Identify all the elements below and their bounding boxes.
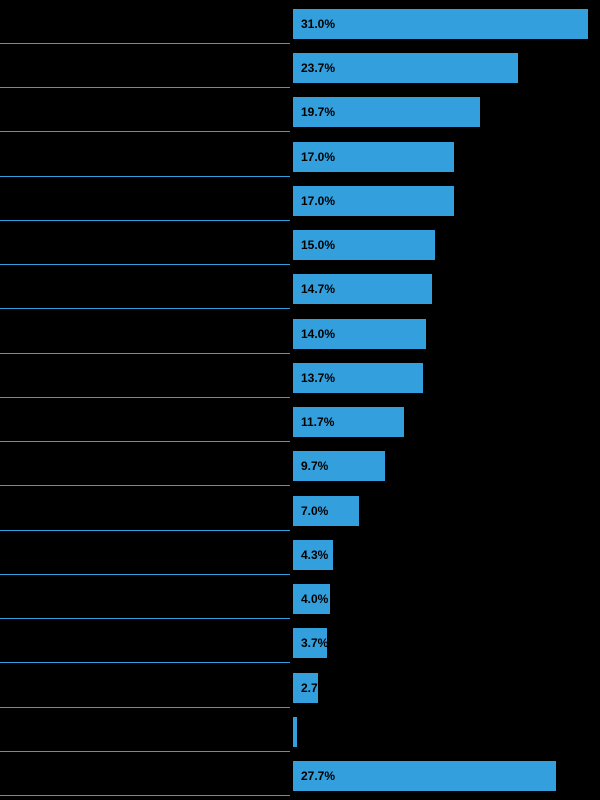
chart-row: 15.0% (0, 225, 588, 265)
category-label-cell (0, 712, 290, 752)
category-label-cell (0, 668, 290, 708)
bar-cell: 23.7% (290, 48, 588, 88)
bar-cell: 15.0% (290, 225, 588, 265)
bar-cell: 27.7% (290, 756, 588, 796)
category-label-cell (0, 92, 290, 132)
category-label-cell (0, 4, 290, 44)
chart-row: 19.7% (0, 92, 588, 132)
chart-row: 27.7% (0, 756, 588, 796)
chart-row: 4.3% (0, 535, 588, 575)
bar-value-label: 27.7% (301, 769, 335, 783)
bar-cell: 11.7% (290, 402, 588, 442)
bar: 13.7% (292, 363, 423, 393)
bar-cell: 13.7% (290, 358, 588, 398)
bar-value-label: 13.7% (301, 371, 335, 385)
bar: 2.7 (292, 673, 318, 703)
bar-cell: 3.7% (290, 623, 588, 663)
bar-value-label: 14.0% (301, 327, 335, 341)
bar: 19.7% (292, 97, 480, 127)
chart-row: 3.7% (0, 623, 588, 663)
bar-cell: 19.7% (290, 92, 588, 132)
chart-row: 2.7 (0, 668, 588, 708)
category-label-cell (0, 314, 290, 354)
bar: 15.0% (292, 230, 435, 260)
chart-row: 17.0% (0, 181, 588, 221)
bar-value-label: 9.7% (301, 459, 328, 473)
bar-value-label: 17.0% (301, 150, 335, 164)
chart-row: 4.0% (0, 579, 588, 619)
bar-cell: 4.3% (290, 535, 588, 575)
bar: 17.0% (292, 142, 454, 172)
bar-cell: 7.0% (290, 491, 588, 531)
bar: 23.7% (292, 53, 518, 83)
chart-row (0, 712, 588, 752)
chart-row: 14.0% (0, 314, 588, 354)
bar-cell: 14.7% (290, 269, 588, 309)
bar-cell: 9.7% (290, 446, 588, 486)
bar-value-label: 3.7% (301, 636, 328, 650)
category-label-cell (0, 48, 290, 88)
chart-row: 9.7% (0, 446, 588, 486)
bar-value-label: 23.7% (301, 61, 335, 75)
bar-cell: 17.0% (290, 181, 588, 221)
bar-cell: 14.0% (290, 314, 588, 354)
category-label-cell (0, 579, 290, 619)
bar-value-label: 4.3% (301, 548, 328, 562)
bar-value-label: 19.7% (301, 105, 335, 119)
bar-cell: 31.0% (290, 4, 588, 44)
category-label-cell (0, 358, 290, 398)
category-label-cell (0, 137, 290, 177)
bar-cell: 4.0% (290, 579, 588, 619)
bar-value-label: 31.0% (301, 17, 335, 31)
bar-chart: 31.0% 23.7% 19.7% 17.0% 17.0% 15.0% 14.7% 14.0%… (0, 0, 600, 800)
bar: 4.0% (292, 584, 330, 614)
bar-value-label: 15.0% (301, 238, 335, 252)
bar-value-label: 17.0% (301, 194, 335, 208)
bar: 27.7% (292, 761, 556, 791)
category-label-cell (0, 491, 290, 531)
bar: 4.3% (292, 540, 333, 570)
category-label-cell (0, 269, 290, 309)
bar: 11.7% (292, 407, 404, 437)
bar: 7.0% (292, 496, 359, 526)
bar: 9.7% (292, 451, 385, 481)
bar: 31.0% (292, 9, 588, 39)
bar-value-label: 14.7% (301, 282, 335, 296)
bar-cell: 2.7 (290, 668, 588, 708)
category-label-cell (0, 225, 290, 265)
bar-value-label: 11.7% (301, 415, 334, 429)
category-label-cell (0, 446, 290, 486)
bar: 14.7% (292, 274, 432, 304)
bar (292, 717, 297, 747)
chart-row: 17.0% (0, 137, 588, 177)
chart-row: 13.7% (0, 358, 588, 398)
bar: 14.0% (292, 319, 426, 349)
category-label-cell (0, 623, 290, 663)
category-label-cell (0, 756, 290, 796)
bar: 17.0% (292, 186, 454, 216)
bar: 3.7% (292, 628, 327, 658)
chart-row: 11.7% (0, 402, 588, 442)
chart-row: 31.0% (0, 4, 588, 44)
chart-row: 7.0% (0, 491, 588, 531)
bar-value-label: 4.0% (301, 592, 328, 606)
category-label-cell (0, 535, 290, 575)
chart-row: 23.7% (0, 48, 588, 88)
bar-cell: 17.0% (290, 137, 588, 177)
bar-cell (290, 712, 588, 752)
bar-value-label: 7.0% (301, 504, 328, 518)
category-label-cell (0, 181, 290, 221)
chart-row: 14.7% (0, 269, 588, 309)
category-label-cell (0, 402, 290, 442)
bar-value-label: 2.7 (301, 681, 318, 695)
